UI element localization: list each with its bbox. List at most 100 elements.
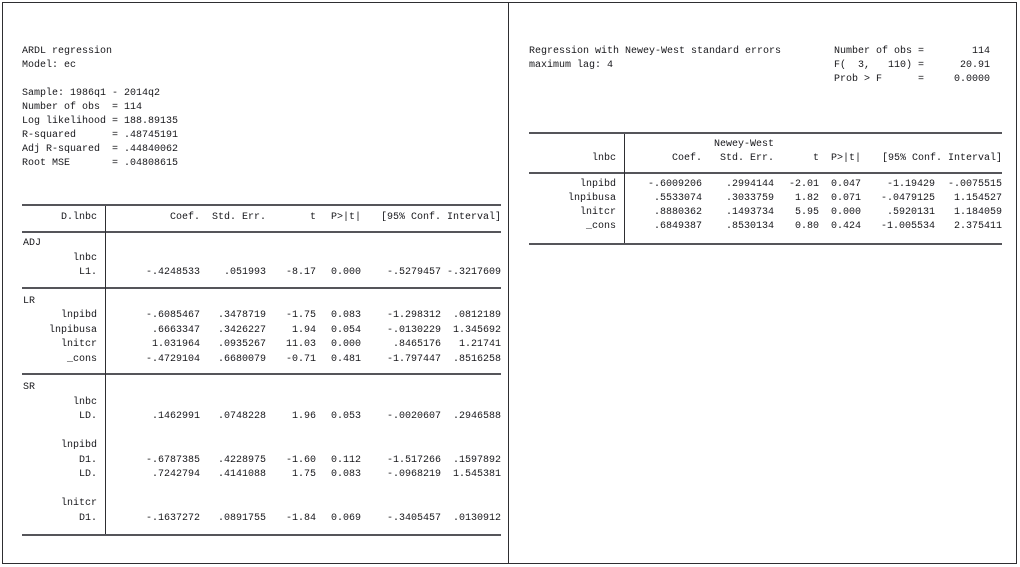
maxlag-line: maximum lag: 4 (529, 60, 614, 71)
coef-cell: .8880362 (653, 207, 702, 218)
t-cell: -8.17 (285, 267, 316, 279)
table-rule (22, 286, 501, 289)
var-cell: D1. (78, 454, 97, 466)
table-row: D1. -.6787385 .4228975 -1.60 0.112 -1.51… (22, 454, 501, 469)
ci-low-cell: -.0479125 (880, 193, 935, 204)
ci-high-cell: .2946588 (452, 411, 501, 423)
rootmse-line: Root MSE = .04808615 (22, 158, 179, 169)
p-cell: 0.069 (330, 512, 361, 524)
var-cell: LD. (78, 469, 97, 481)
section-label: SR (23, 382, 36, 394)
stderr-cell: .0748228 (217, 411, 266, 423)
spacer-row (22, 483, 501, 498)
p-cell: 0.047 (830, 179, 861, 190)
table-row: LD. .1462991 .0748228 1.96 0.053 -.00206… (22, 410, 501, 425)
newey-heading-left: Regression with Newey-West standard erro… (529, 45, 781, 87)
ci-low-cell: -.3405457 (386, 512, 441, 524)
t-cell: 1.82 (794, 193, 819, 204)
stderr-cell: .4228975 (217, 454, 266, 466)
group-label: lnbc (72, 396, 97, 408)
t-cell: -2.01 (788, 179, 819, 190)
p-cell: 0.083 (330, 310, 361, 322)
coef-header-cell: Coef. (671, 153, 702, 164)
t-cell: -0.71 (285, 353, 316, 365)
coef-cell: -.6009206 (647, 179, 702, 190)
sample-line: Sample: 1986q1 - 2014q2 (22, 88, 161, 99)
table-header-row: lnbc Coef. Std. Err. t P>|t| [95% Conf. … (529, 152, 1002, 172)
table-row: lnpibd -.6009206 .2994144 -2.01 0.047 -1… (529, 178, 1002, 192)
section-row-lr: LR (22, 295, 501, 310)
p-cell: 0.071 (830, 193, 861, 204)
ci-low-cell: -.0968219 (386, 469, 441, 481)
table-rule (529, 172, 1002, 174)
coef-cell: .6849387 (653, 221, 702, 232)
ci-high-cell: 2.375411 (953, 221, 1002, 232)
ci-high-cell: 1.345692 (452, 324, 501, 336)
ardl-heading-block: ARDL regression Model: ec Sample: 1986q1… (22, 45, 502, 171)
ci-high-cell: 1.154527 (953, 193, 1002, 204)
var-cell: lnitcr (60, 339, 97, 351)
model-line: Model: ec (22, 60, 77, 71)
ci-low-cell: .5920131 (886, 207, 935, 218)
p-cell: 0.083 (330, 469, 361, 481)
ci-high-cell: .1597892 (452, 454, 501, 466)
rsquared-line: R-squared = .48745191 (22, 130, 179, 141)
ci-header-cell: [95% Conf. Interval] (881, 153, 1002, 164)
ci-low-cell: -1.298312 (386, 310, 441, 322)
adj-rsquared-line: Adj R-squared = .44840062 (22, 144, 179, 155)
ardl-regression-panel: ARDL regression Model: ec Sample: 1986q1… (3, 3, 509, 563)
table-rule (22, 373, 501, 375)
table-row: _cons -.4729104 .6680079 -0.71 0.481 -1.… (22, 353, 501, 368)
nobs-line: Number of obs = 114 (833, 46, 990, 57)
newey-stats-block: Number of obs = 114 F( 3, 110) = 20.91 P… (834, 45, 990, 87)
f-stat-line: F( 3, 110) = 20.91 (833, 60, 990, 71)
group-label: lnitcr (60, 498, 97, 510)
table-row: D1. -.1637272 .0891755 -1.84 0.069 -.340… (22, 512, 501, 527)
t-cell: -1.75 (285, 310, 316, 322)
coef-cell: .7242794 (151, 469, 200, 481)
depvar-header-cell: lnbc (591, 153, 616, 164)
stderr-cell: .051993 (223, 267, 266, 279)
p-header-cell: P>|t| (330, 212, 361, 223)
loglik-line: Log likelihood = 188.89135 (22, 116, 179, 127)
p-cell: 0.481 (330, 353, 361, 365)
ci-low-cell: -1.517266 (386, 454, 441, 466)
table-row: _cons .6849387 .8530134 0.80 0.424 -1.00… (529, 220, 1002, 234)
var-cell: LD. (78, 411, 97, 423)
depvar-header-cell: D.lnbc (60, 212, 97, 223)
newey-west-regression-panel: Regression with Newey-West standard erro… (509, 3, 1016, 563)
ci-low-cell: -.5279457 (386, 267, 441, 279)
ci-high-cell: 1.545381 (452, 469, 501, 481)
nobs-line: Number of obs = 114 (22, 102, 143, 113)
t-cell: 1.96 (291, 411, 316, 423)
p-cell: 0.054 (330, 324, 361, 336)
p-cell: 0.000 (330, 267, 361, 279)
ci-low-cell: -1.19429 (886, 179, 935, 190)
coef-cell: -.4729104 (145, 353, 200, 365)
p-cell: 0.000 (830, 207, 861, 218)
ci-low-cell: .8465176 (392, 339, 441, 351)
var-cell: lnpibusa (567, 193, 616, 204)
ci-low-cell: -.0020607 (386, 411, 441, 423)
t-cell: 1.75 (291, 469, 316, 481)
var-cell: lnitcr (579, 207, 616, 218)
var-cell: lnpibd (579, 179, 616, 190)
stderr-cell: .8530134 (725, 221, 774, 232)
group-row-lnpibd: lnpibd (22, 439, 501, 454)
stderr-cell: .3426227 (217, 324, 266, 336)
newey-heading-block: Regression with Newey-West standard erro… (529, 45, 1004, 87)
coef-cell: -.6787385 (145, 454, 200, 466)
prob-f-line: Prob > F = 0.0000 (833, 74, 990, 85)
table-header-row: D.lnbc Coef. Std. Err. t P>|t| [95% Conf… (22, 206, 501, 231)
ci-low-cell: -1.005534 (880, 221, 935, 232)
stderr-cell: .3478719 (217, 310, 266, 322)
table-row: lnpibd -.6085467 .3478719 -1.75 0.083 -1… (22, 309, 501, 324)
table-row: lnpibusa .5533074 .3033759 1.82 0.071 -.… (529, 192, 1002, 206)
coef-cell: .1462991 (151, 411, 200, 423)
spacer-row (22, 425, 501, 440)
p-cell: 0.000 (330, 339, 361, 351)
newey-results-table: Newey-West lnbc Coef. Std. Err. t P>|t| … (529, 132, 1002, 245)
stderr-cell: .2994144 (725, 179, 774, 190)
var-cell: lnpibd (60, 310, 97, 322)
ci-high-cell: .0130912 (452, 512, 501, 524)
